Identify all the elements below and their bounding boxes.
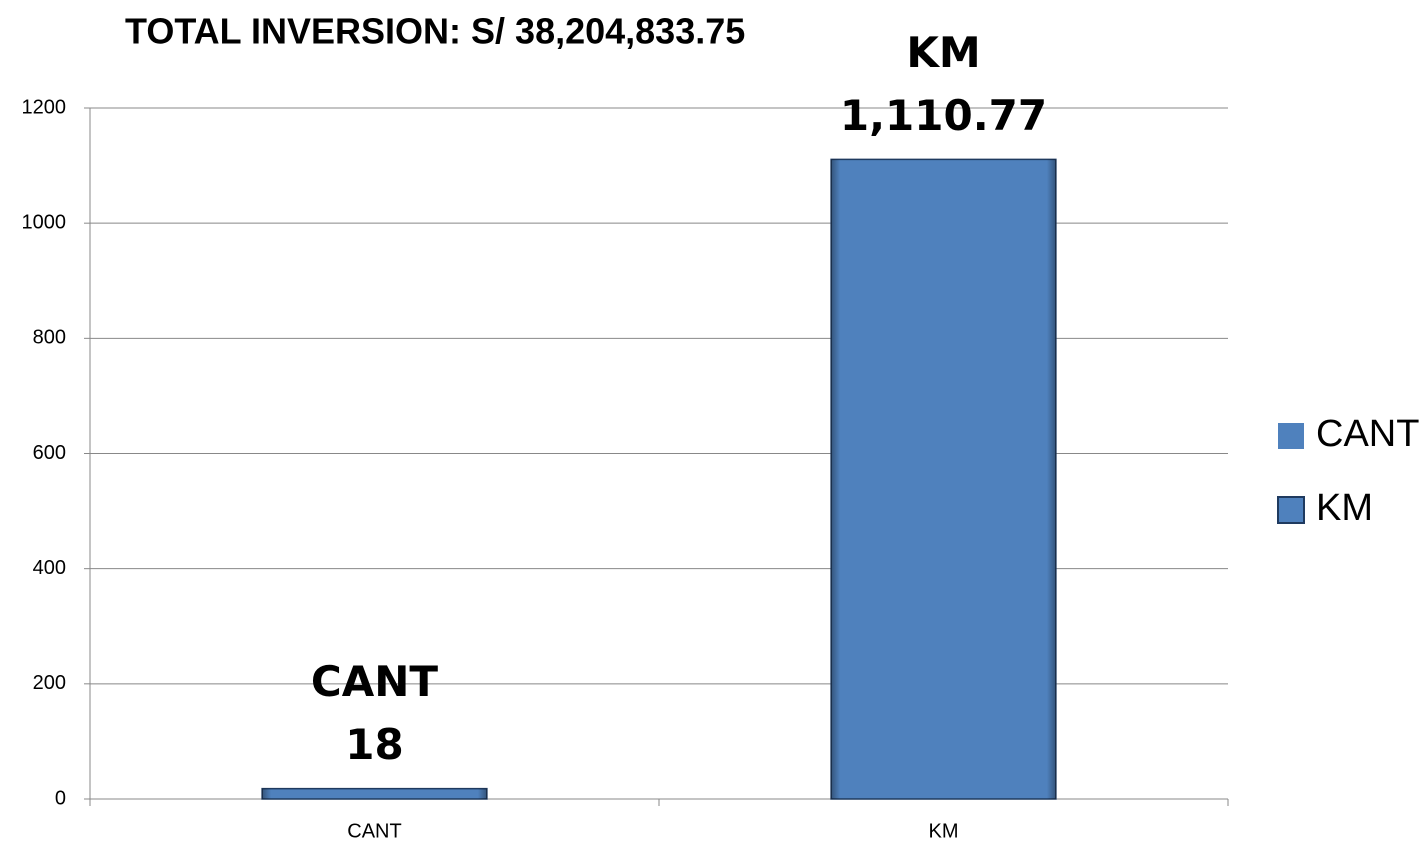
bar-bevel (262, 788, 487, 799)
y-tick-label: 0 (55, 787, 66, 809)
bar-bevel (831, 159, 1056, 800)
y-tick-label: 600 (33, 442, 66, 464)
y-tick-label: 1000 (22, 211, 67, 233)
data-label-name: KM (906, 28, 980, 77)
legend-swatch (1277, 496, 1305, 524)
chart-title: TOTAL INVERSION: S/ 38,204,833.75 (125, 11, 745, 52)
legend-swatch (1278, 423, 1304, 449)
data-label: 1,110.77 (840, 91, 1047, 140)
y-tick-label: 200 (33, 672, 66, 694)
y-tick-label: 1200 (22, 96, 67, 118)
y-tick-label: 800 (33, 327, 66, 349)
y-tick-label: 400 (33, 557, 66, 579)
data-label-name: CANT (311, 657, 438, 706)
x-tick-label: KM (929, 820, 959, 842)
legend-label: KM (1316, 487, 1373, 529)
x-tick-label: CANT (347, 820, 401, 842)
data-label: 18 (345, 720, 403, 769)
legend-label: CANT (1316, 413, 1419, 455)
